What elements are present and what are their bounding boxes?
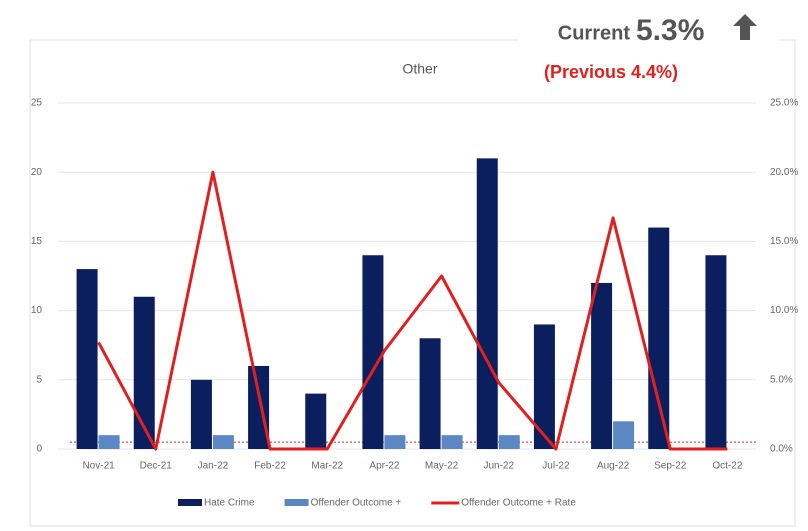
y-tick-label: 0 bbox=[36, 444, 42, 455]
current-value: 5.3% bbox=[636, 14, 704, 47]
bar bbox=[476, 158, 498, 450]
x-tick-label: Feb-22 bbox=[254, 461, 286, 472]
y-tick-label: 20 bbox=[31, 167, 43, 178]
bar bbox=[362, 255, 384, 449]
line bbox=[97, 170, 728, 451]
y-tick-label: 25 bbox=[31, 98, 43, 109]
legend-label: Offender Outcome + bbox=[311, 498, 402, 509]
y2-tick-label: 15.0% bbox=[770, 236, 798, 247]
bar bbox=[441, 435, 463, 449]
bar bbox=[133, 296, 155, 449]
y2-tick-label: 5.0% bbox=[770, 374, 793, 385]
x-tick-label: May-22 bbox=[425, 461, 459, 472]
bar bbox=[76, 269, 98, 449]
x-tick-label: Dec-21 bbox=[140, 461, 173, 472]
bar bbox=[419, 338, 441, 449]
legend-label: Offender Outcome + Rate bbox=[461, 498, 576, 509]
x-tick-label: Apr-22 bbox=[369, 461, 399, 472]
x-tick-label: Sep-22 bbox=[654, 461, 687, 472]
bar bbox=[305, 393, 327, 449]
x-tick-label: Jul-22 bbox=[542, 461, 570, 472]
bar bbox=[248, 365, 270, 449]
bar bbox=[591, 282, 613, 449]
y2-tick-label: 0.0% bbox=[770, 444, 793, 455]
x-tick-label: Jun-22 bbox=[483, 461, 514, 472]
x-tick-label: Oct-22 bbox=[712, 461, 742, 472]
bar bbox=[98, 435, 120, 449]
chart-title: Other bbox=[402, 61, 437, 77]
legend-swatch bbox=[284, 499, 309, 506]
annotation-background bbox=[518, 10, 780, 86]
y2-tick-label: 10.0% bbox=[770, 305, 798, 316]
bar bbox=[648, 227, 670, 449]
bar bbox=[212, 435, 234, 449]
x-tick-label: Aug-22 bbox=[597, 461, 630, 472]
bar bbox=[705, 255, 727, 449]
bar bbox=[613, 421, 635, 449]
bar bbox=[190, 379, 212, 449]
x-tick-label: Jan-22 bbox=[198, 461, 229, 472]
chart-border bbox=[29, 39, 796, 527]
y2-tick-label: 25.0% bbox=[770, 98, 798, 109]
y-tick-label: 10 bbox=[31, 305, 43, 316]
bar bbox=[533, 324, 555, 449]
legend-swatch bbox=[178, 499, 202, 506]
current-label: Current bbox=[558, 22, 631, 44]
previous-value: (Previous 4.4%) bbox=[544, 62, 678, 82]
y2-tick-label: 20.0% bbox=[770, 167, 798, 178]
y-tick-label: 5 bbox=[36, 374, 42, 385]
bar bbox=[384, 435, 406, 449]
y-tick-label: 15 bbox=[31, 236, 43, 247]
legend-label: Hate Crime bbox=[204, 498, 255, 509]
x-tick-label: Mar-22 bbox=[311, 461, 343, 472]
bar bbox=[498, 435, 520, 449]
up-arrow bbox=[733, 14, 757, 40]
x-tick-label: Nov-21 bbox=[82, 461, 115, 472]
